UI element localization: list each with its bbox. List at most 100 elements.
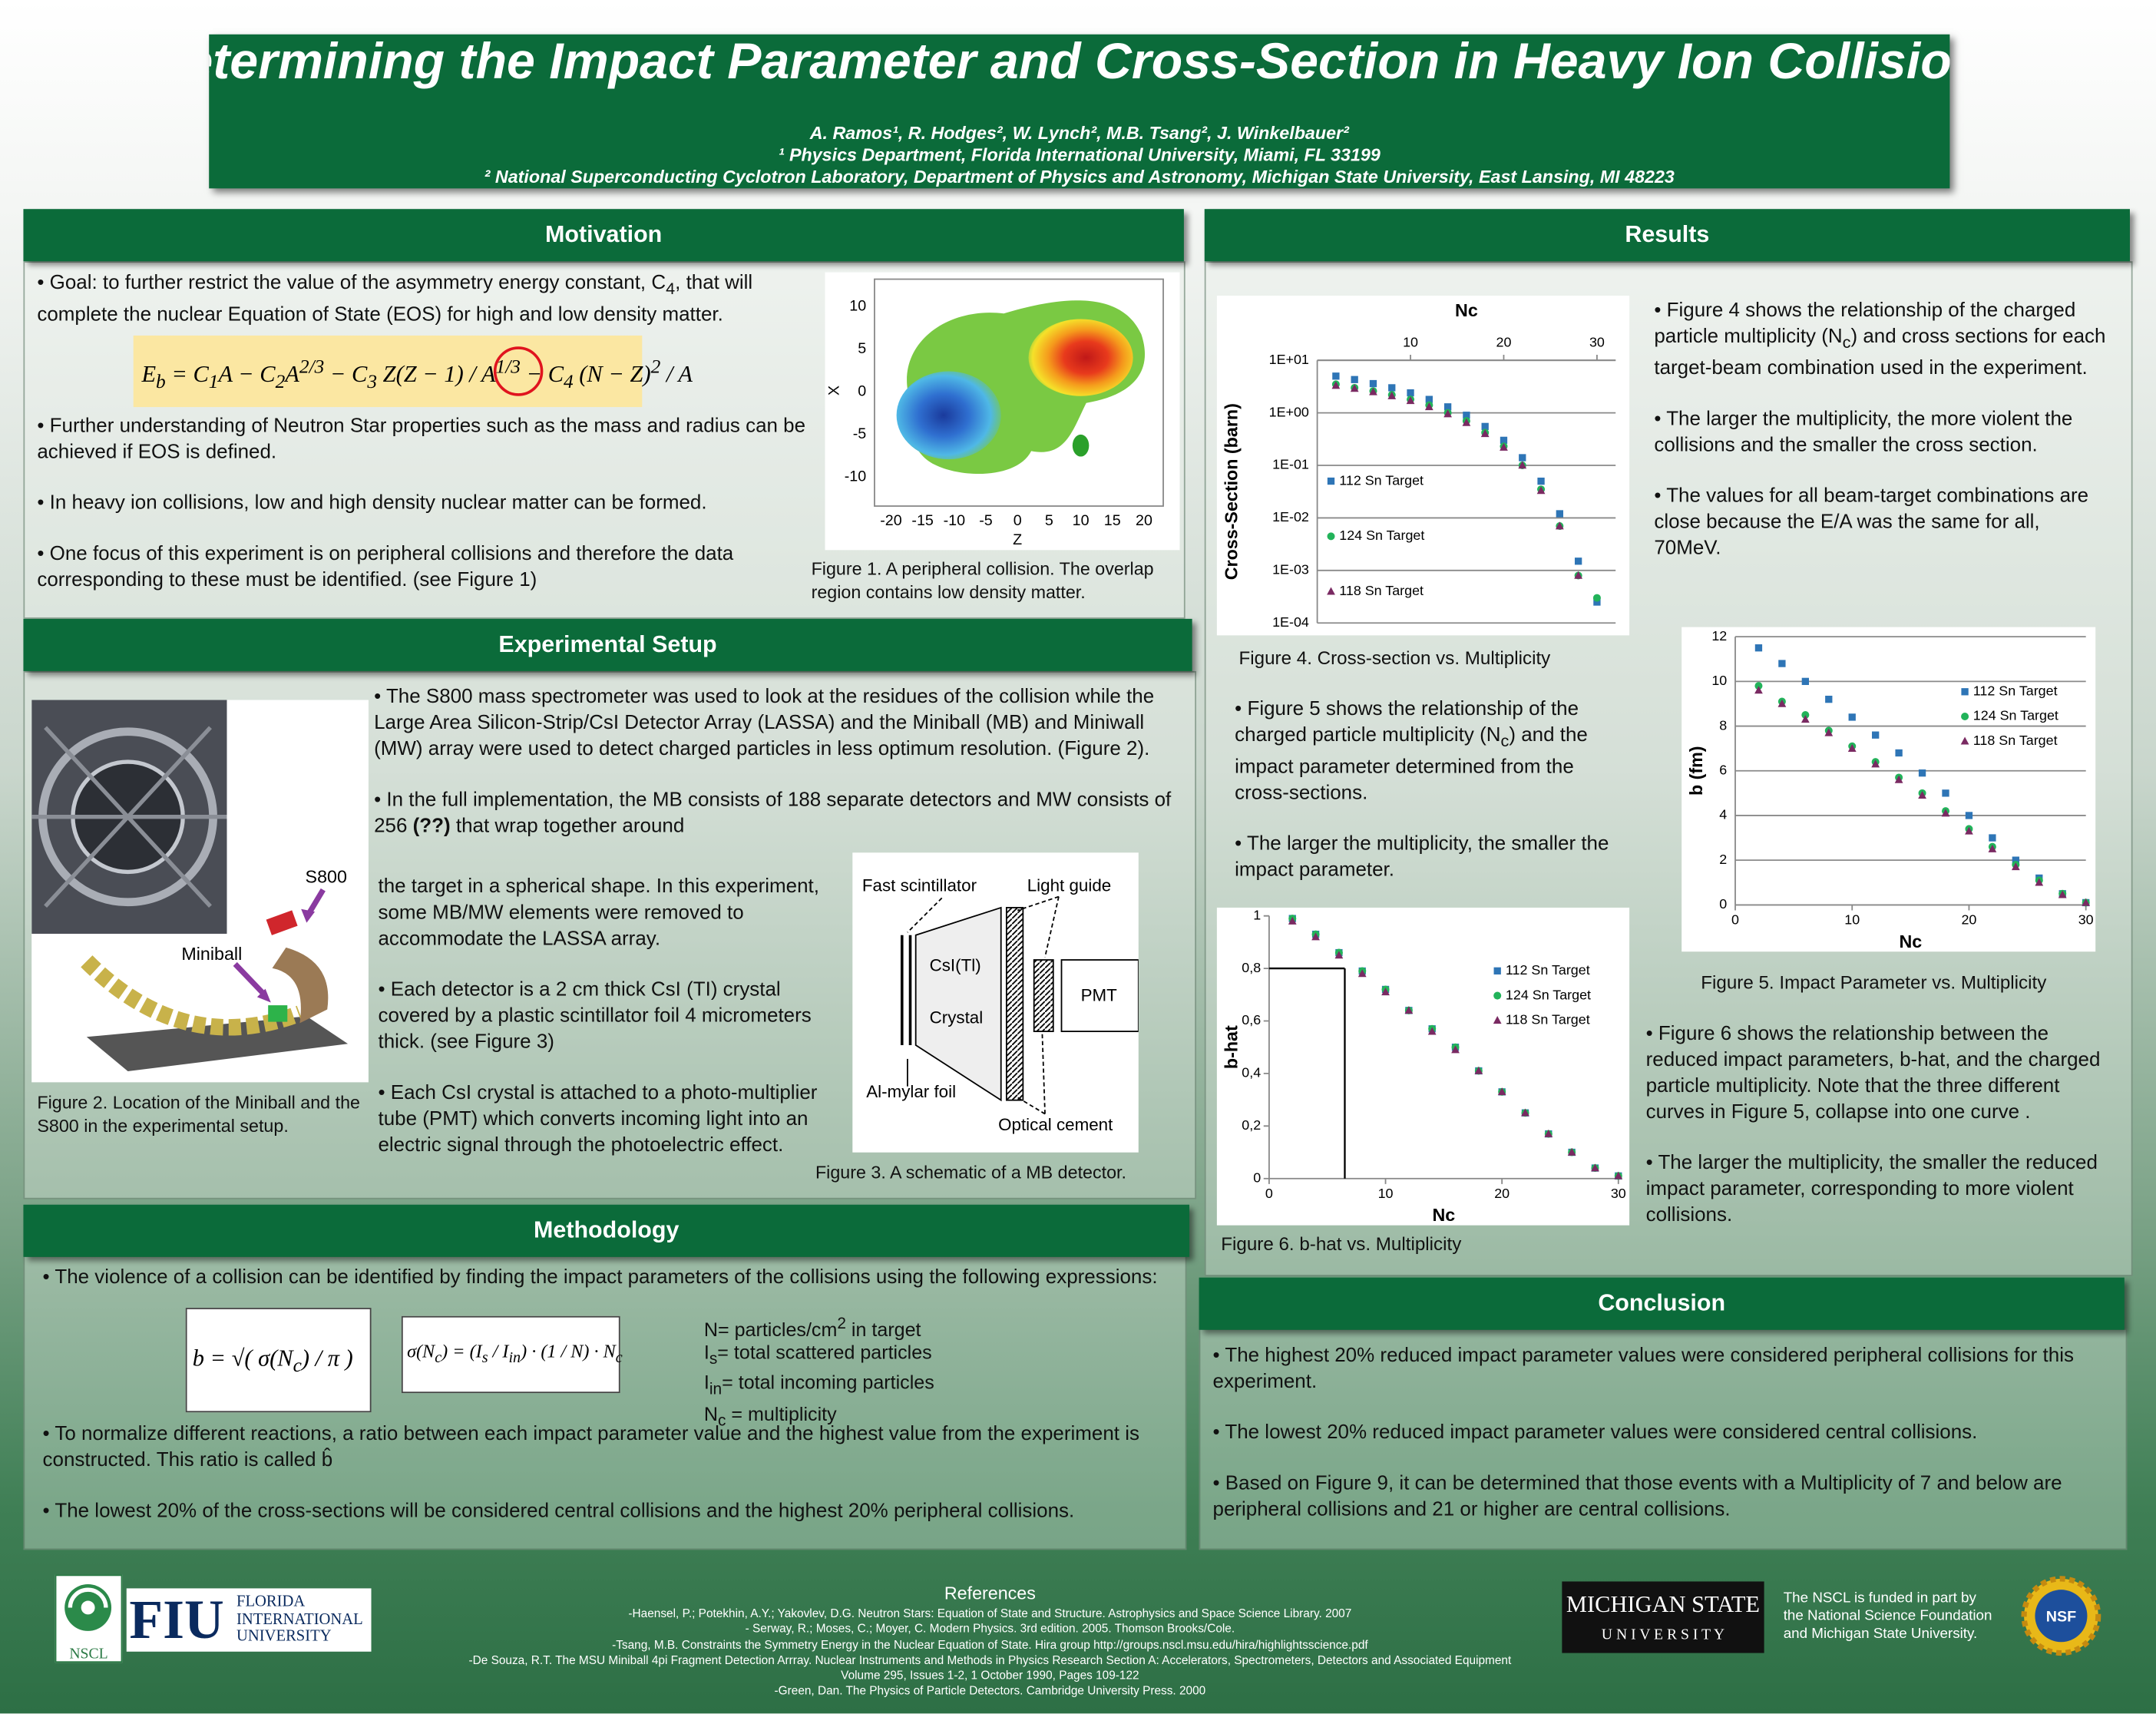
- y-tick-label: 1E-01: [1272, 457, 1309, 472]
- y-tick-label: 5: [858, 340, 866, 357]
- authors: A. Ramos¹, R. Hodges², W. Lynch², M.B. T…: [809, 122, 1349, 144]
- schematic-label: Optical cement: [998, 1115, 1113, 1134]
- section-heading: Results: [1204, 209, 2130, 262]
- x-tick-label: 10: [1844, 912, 1860, 927]
- text-run: / I: [488, 1341, 509, 1362]
- y-tick-label: 0,2: [1242, 1117, 1261, 1133]
- marker: [1480, 429, 1490, 438]
- marker: [1988, 844, 1997, 852]
- subscript: c: [293, 1355, 302, 1378]
- text-run: / A: [660, 361, 693, 388]
- reference: Volume 295, Issues 1-2, 1 October 1990, …: [841, 1668, 1139, 1683]
- title-box: Determining the Impact Parameter and Cro…: [209, 34, 1950, 189]
- y-axis-label: Cross-Section (barn): [1222, 403, 1242, 580]
- text-run: A: [285, 361, 299, 388]
- paragraph-list: • To normalize different reactions, a ra…: [43, 1422, 1170, 1550]
- marker: [1961, 713, 1969, 721]
- marker: [1288, 916, 1297, 925]
- logo-line: INTERNATIONAL: [236, 1610, 363, 1628]
- fiu-logo: FIU FLORIDA INTERNATIONAL UNIVERSITY: [126, 1588, 372, 1652]
- y-tick-label: 10: [849, 298, 866, 315]
- text-run: ) · (1 / N) · N: [521, 1341, 616, 1362]
- marker: [1965, 812, 1973, 819]
- marker: [1519, 454, 1526, 462]
- notes: N= particles/cm2 in target Is= total scat…: [704, 1313, 934, 1433]
- marker: [1406, 396, 1415, 405]
- region: [896, 371, 1001, 460]
- marker: [1425, 395, 1433, 403]
- logo-lines: FLORIDA INTERNATIONAL UNIVERSITY: [236, 1594, 363, 1646]
- x-tick-label: 30: [2078, 912, 2094, 927]
- marker: [1961, 688, 1969, 696]
- marker: [1493, 1016, 1502, 1024]
- paragraph-list: • The S800 mass spectrometer was used to…: [374, 685, 1177, 865]
- y-tick-label: 1E-02: [1272, 509, 1309, 524]
- logo-text: U N I V E R S I T Y: [1601, 1626, 1725, 1644]
- y-tick-label: 0,8: [1242, 960, 1261, 975]
- affiliation: ¹ Physics Department, Florida Internatio…: [778, 144, 1381, 165]
- marker: [2012, 856, 2019, 864]
- subscript: 4: [666, 279, 676, 299]
- y-tick-label: 0,6: [1242, 1012, 1261, 1027]
- y-axis-label: X: [825, 385, 842, 395]
- y-tick-label: 1E-04: [1272, 614, 1309, 630]
- drawing-target: [268, 1005, 288, 1022]
- marker: [1327, 477, 1335, 485]
- paragraph-list: • Figure 6 shows the relationship betwee…: [1646, 1022, 2114, 1255]
- y-tick-label: 0: [1253, 1170, 1261, 1185]
- drawing-element: [266, 910, 298, 935]
- y-axis-label: b (fm): [1686, 746, 1706, 796]
- figure: S800 Miniball: [31, 700, 369, 1083]
- marker: [2011, 862, 2020, 871]
- marker: [1778, 660, 1786, 667]
- marker: [1592, 594, 1601, 602]
- marker: [1614, 1171, 1623, 1180]
- figure: Fast scintillator Light guide CsI(Tl) Cr…: [852, 852, 1139, 1153]
- marker: [1848, 713, 1856, 721]
- reference: -De Souza, R.T. The MSU Miniball 4pi Fra…: [468, 1653, 1512, 1667]
- marker: [1332, 372, 1340, 380]
- marker: [1894, 775, 1903, 783]
- marker: [1918, 791, 1926, 799]
- photo-detail: [31, 726, 227, 908]
- marker: [1918, 769, 1926, 777]
- paragraph: • The violence of a collision can be ide…: [42, 1266, 1158, 1289]
- schematic-label: Al-mylar foil: [866, 1082, 956, 1101]
- drawing-ring: [81, 955, 303, 1036]
- legend-label: 118 Sn Target: [1506, 1012, 1590, 1027]
- y-tick-label: 2: [1719, 852, 1727, 867]
- marker: [1500, 442, 1508, 451]
- x-tick-label: 5: [1045, 512, 1053, 529]
- marker: [1331, 381, 1341, 389]
- text-run: ) and the impact parameter determined fr…: [1235, 724, 1588, 805]
- text-run: b = √( σ(N: [192, 1345, 293, 1372]
- section-heading: Experimental Setup: [23, 618, 1192, 671]
- text-run: ) = (I: [441, 1341, 482, 1362]
- chart-title: Nc: [1455, 300, 1478, 320]
- paragraph: • Further understanding of Neutron Star …: [37, 415, 806, 464]
- note: Is= total scattered particles: [704, 1341, 934, 1372]
- figure-label: Miniball: [181, 944, 242, 964]
- marker: [1801, 710, 1810, 720]
- subscript: s: [709, 1350, 718, 1368]
- drawing-base: [86, 1016, 349, 1072]
- equation-box: Eb = C1A − C2A2/3 − C3 Z(Z − 1) / A1/3 −…: [133, 335, 693, 408]
- text-run: (N − Z): [573, 361, 651, 388]
- x-tick-label: 30: [1611, 1186, 1626, 1201]
- paragraph: • Based on Figure 9, it can be determine…: [1212, 1472, 2062, 1521]
- chart-box: 1E-04 1E-03 1E-02 1E-01 1E+00 1E+01 10 20 30 Nc Cr…: [1216, 296, 1630, 636]
- legend-label: 112 Sn Target: [1339, 472, 1424, 488]
- text-run: • Goal: to further restrict the value of…: [37, 272, 666, 295]
- note: Iin= total incoming particles: [704, 1372, 934, 1402]
- x-tick-label: 10: [1073, 512, 1090, 529]
- text-run: E: [141, 361, 157, 388]
- marker: [1351, 376, 1358, 383]
- paragraph: • Each detector is a 2 cm thick CsI (TI)…: [378, 979, 812, 1054]
- subscript: 2: [275, 371, 286, 394]
- leader: [1044, 896, 1060, 958]
- marker: [1424, 402, 1433, 411]
- legend-label: 124 Sn Target: [1339, 528, 1424, 543]
- marker: [1462, 418, 1471, 426]
